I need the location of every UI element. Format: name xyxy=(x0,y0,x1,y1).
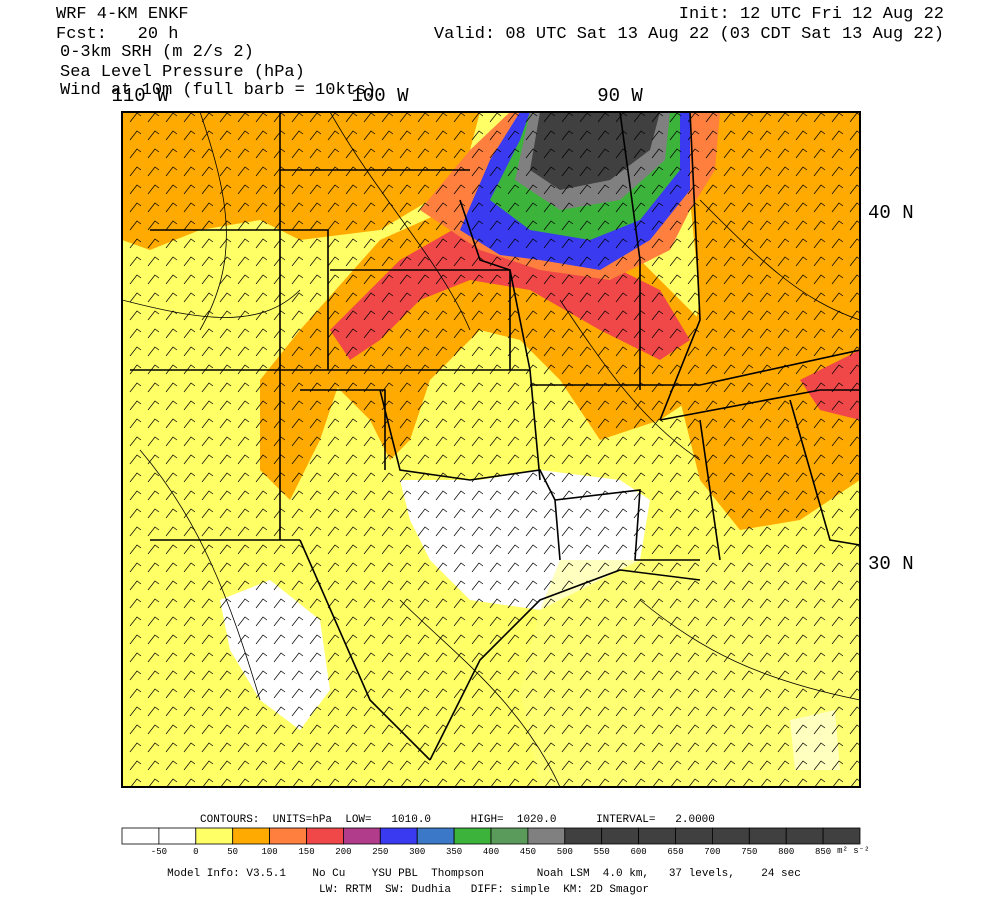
colorbar-swatch xyxy=(379,827,418,845)
colorbar-label: 850 xyxy=(815,847,831,857)
colorbar-swatch xyxy=(527,827,566,845)
model-title: WRF 4-KM ENKF xyxy=(56,5,189,24)
colorbar-label: 50 xyxy=(227,847,238,857)
colorbar-swatch xyxy=(601,827,640,845)
forecast-hour: Fcst: 20 h xyxy=(56,25,178,44)
colorbar-swatch xyxy=(564,827,603,845)
model-info: Model Info: V3.5.1 No Cu YSU PBL Thompso… xyxy=(167,868,801,880)
colorbar-swatch xyxy=(158,827,197,845)
colorbar-label: 550 xyxy=(594,847,610,857)
colorbar-units: m² s⁻² xyxy=(837,846,869,856)
colorbar-label: 700 xyxy=(704,847,720,857)
colorbar-swatch xyxy=(195,827,234,845)
colorbar-label: 450 xyxy=(520,847,536,857)
colorbar-label: 500 xyxy=(557,847,573,857)
colorbar-label: 0 xyxy=(193,847,198,857)
map-frame xyxy=(121,111,861,788)
colorbar-label: 650 xyxy=(667,847,683,857)
latitude-label: 30 N xyxy=(868,553,914,575)
colorbar-swatch xyxy=(342,827,381,845)
map xyxy=(122,112,860,787)
colorbar-label: 600 xyxy=(630,847,646,857)
colorbar-label: 150 xyxy=(298,847,314,857)
colorbar-swatch xyxy=(638,827,676,845)
colorbar-label: 250 xyxy=(372,847,388,857)
colorbar-label: -50 xyxy=(151,847,167,857)
colorbar-label: 200 xyxy=(335,847,351,857)
colorbar-swatch xyxy=(675,827,713,845)
contour-info: CONTOURS: UNITS=hPa LOW= 1010.0 HIGH= 10… xyxy=(200,814,715,826)
colorbar-swatch xyxy=(232,827,270,845)
colorbar-swatch xyxy=(712,827,750,845)
colorbar-label: 300 xyxy=(409,847,425,857)
colorbar-swatch xyxy=(416,827,455,845)
longitude-label: 90 W xyxy=(597,85,643,107)
colorbar-swatch xyxy=(306,827,344,845)
field-label: Wind at 10m (full barb = 10kts) xyxy=(60,81,376,100)
colorbar-label: 350 xyxy=(446,847,462,857)
colorbar-swatch xyxy=(490,827,529,845)
colorbar-label: 400 xyxy=(483,847,499,857)
colorbar-swatch xyxy=(453,827,492,845)
colorbar-label: 800 xyxy=(778,847,794,857)
colorbar-swatch xyxy=(822,827,861,845)
colorbar-label: 750 xyxy=(741,847,757,857)
colorbar-swatch xyxy=(269,827,307,845)
latitude-label: 40 N xyxy=(868,202,914,224)
model-info: LW: RRTM SW: Dudhia DIFF: simple KM: 2D … xyxy=(319,884,649,896)
valid-time: Valid: 08 UTC Sat 13 Aug 22 (03 CDT Sat … xyxy=(434,25,944,44)
longitude-label: 100 W xyxy=(351,85,409,107)
longitude-label: 110 W xyxy=(111,85,169,107)
field-label: Sea Level Pressure (hPa) xyxy=(60,63,305,82)
field-label: 0-3km SRH (m 2/s 2) xyxy=(60,43,254,62)
colorbar-label: 100 xyxy=(261,847,277,857)
colorbar-swatch xyxy=(748,827,787,845)
init-time: Init: 12 UTC Fri 12 Aug 22 xyxy=(679,5,944,24)
colorbar-swatch xyxy=(785,827,824,845)
colorbar: -50 0 50 100 150 200 250 300 350 400 450 500 550 600 6… xyxy=(121,827,870,857)
colorbar-swatch xyxy=(121,827,160,845)
